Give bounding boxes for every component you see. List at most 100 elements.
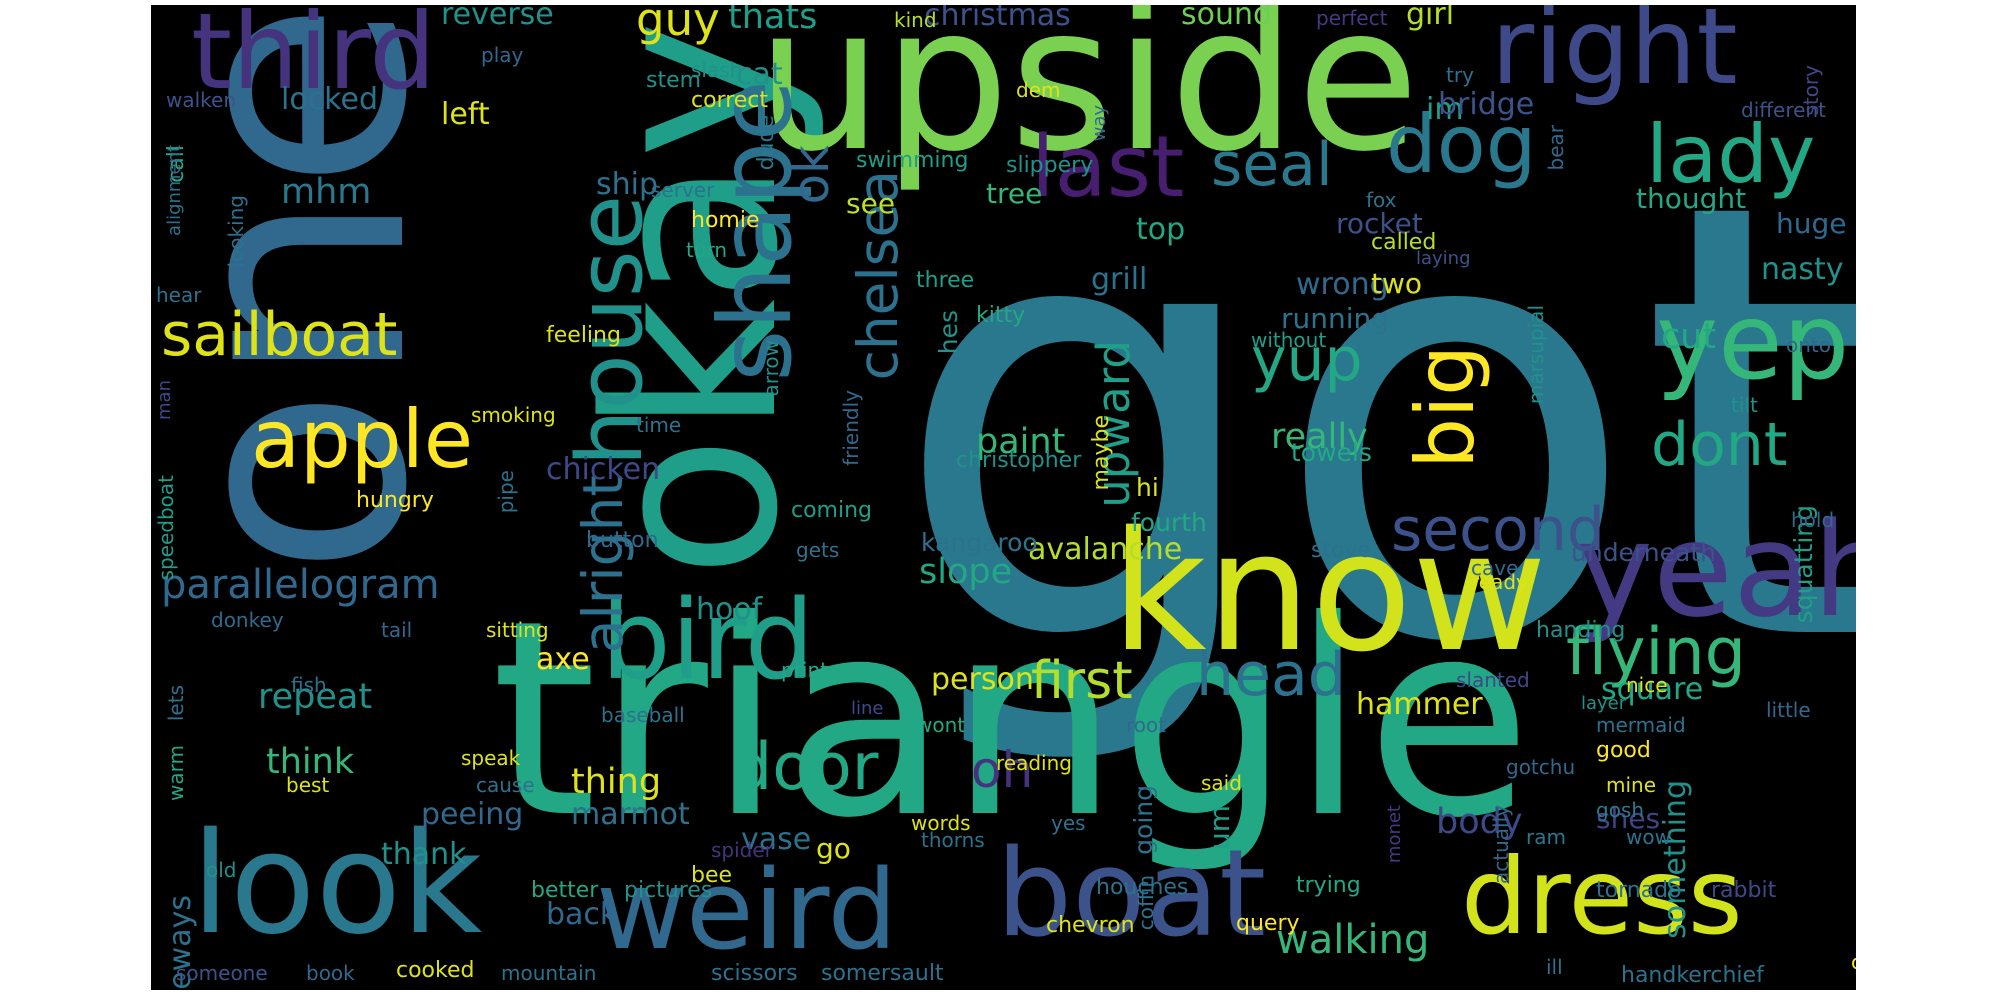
cloud-word: bear xyxy=(1544,125,1568,171)
cloud-word: walking xyxy=(1276,917,1430,963)
cloud-word: feeling xyxy=(546,323,621,348)
cloud-word: triangle xyxy=(491,562,1532,877)
cloud-word: person xyxy=(931,662,1034,697)
cloud-word: fox xyxy=(1366,188,1397,212)
cloud-word: third xyxy=(191,5,436,113)
cloud-word: back xyxy=(546,897,618,932)
cloud-word: boat xyxy=(996,825,1267,964)
cloud-word: dude xyxy=(754,115,779,171)
cloud-word: baseball xyxy=(601,703,685,727)
cloud-word: stem xyxy=(646,68,702,93)
cloud-word: cave xyxy=(1471,556,1519,580)
cloud-word: paint xyxy=(976,422,1066,462)
cloud-word: sitting xyxy=(486,618,549,642)
cloud-word: coming xyxy=(791,498,873,523)
cloud-word: scissors xyxy=(711,961,798,986)
cloud-word: maybe xyxy=(1089,415,1114,491)
cloud-word: repeat xyxy=(258,677,373,717)
cloud-word: kangaroo xyxy=(921,528,1038,557)
cloud-word: hoof xyxy=(696,592,763,627)
cloud-word: nasty xyxy=(1761,252,1844,287)
cloud-word: warm xyxy=(164,745,188,801)
cloud-word: door xyxy=(731,730,879,805)
cloud-word: girl xyxy=(1406,5,1455,32)
cloud-word: lets xyxy=(164,685,188,722)
cloud-word: grill xyxy=(1091,262,1148,297)
cloud-word: hi xyxy=(1136,473,1159,502)
cloud-word: play xyxy=(481,43,524,67)
cloud-word: reverse xyxy=(441,5,554,32)
cloud-word: axe xyxy=(536,642,590,677)
cloud-word: right xyxy=(1491,5,1738,108)
cloud-word: line xyxy=(851,698,884,719)
cloud-word: best xyxy=(286,773,330,797)
cloud-word: print xyxy=(781,658,828,682)
cloud-word: smoking xyxy=(471,403,556,427)
cloud-word: thats xyxy=(728,5,818,37)
cloud-word: bee xyxy=(691,863,733,888)
cloud-word: actually xyxy=(1489,805,1513,884)
cloud-word: christmas xyxy=(924,5,1071,33)
cloud-word: parallelogram xyxy=(161,562,440,608)
cloud-word: mermaid xyxy=(1596,713,1686,737)
cloud-word: huge xyxy=(1776,207,1847,240)
cloud-word: hold xyxy=(1791,508,1835,532)
cloud-word: dog xyxy=(1386,98,1537,191)
cloud-word: towels xyxy=(1291,438,1372,467)
cloud-word: locked xyxy=(281,82,378,117)
cloud-word: reading xyxy=(996,751,1072,775)
cloud-word: slanted xyxy=(1456,668,1530,692)
cloud-word: marsupial xyxy=(1524,305,1548,405)
cloud-word: christopher xyxy=(956,448,1082,473)
cloud-word: cause xyxy=(476,773,535,797)
cloud-word: gotchu xyxy=(1506,755,1576,779)
cloud-word: weird xyxy=(596,846,898,974)
cloud-word: old xyxy=(206,858,237,882)
cloud-word: stove xyxy=(1311,538,1372,563)
cloud-word: called xyxy=(1371,230,1437,255)
cloud-word: um xyxy=(1203,805,1236,851)
cloud-word: looking xyxy=(224,195,248,268)
cloud-word: arrow xyxy=(759,340,783,397)
cloud-word: yep xyxy=(1656,281,1850,403)
cloud-word: im xyxy=(1426,92,1464,127)
cloud-word: tree xyxy=(986,177,1043,210)
cloud-word: head xyxy=(1196,640,1346,710)
cloud-word: something xyxy=(1658,780,1693,939)
cloud-word: thorns xyxy=(921,828,985,852)
cloud-word: hungry xyxy=(356,488,434,513)
cloud-word: running xyxy=(1281,302,1390,335)
cloud-word: ram xyxy=(1526,825,1566,849)
cloud-word: trying xyxy=(1296,873,1361,898)
cloud-word: hes xyxy=(934,310,963,355)
cloud-word: go xyxy=(816,832,851,865)
cloud-word: laying xyxy=(1416,248,1471,269)
cloud-word: thought xyxy=(1636,182,1747,215)
cloud-word: upside xyxy=(756,5,1420,196)
cloud-word: book xyxy=(306,961,355,985)
cloud-word: vase xyxy=(741,822,812,857)
cloud-word: lady xyxy=(1646,108,1816,201)
cloud-word: handing xyxy=(1536,618,1626,643)
cloud-word: flying xyxy=(1566,615,1746,690)
cloud-word: words xyxy=(911,811,971,835)
cloud-word: seal xyxy=(1211,130,1333,200)
cloud-word: slash xyxy=(691,58,743,82)
cloud-word: hear xyxy=(156,283,202,307)
cloud-word: wow xyxy=(1626,825,1671,849)
cloud-word: ready xyxy=(1471,570,1528,594)
cloud-word: correct xyxy=(691,88,769,113)
cloud-word: underneath xyxy=(1571,538,1716,567)
cloud-word: fish xyxy=(291,673,327,697)
cloud-word: ok xyxy=(782,145,840,205)
cloud-word: rocket xyxy=(1336,207,1423,240)
cloud-word: two xyxy=(1371,267,1423,300)
cloud-word: spider xyxy=(711,838,773,862)
cloud-word: cars xyxy=(1851,952,1856,972)
cloud-word: onto xyxy=(1786,333,1831,357)
cloud-word: slope xyxy=(919,552,1013,592)
cloud-word: rabbit xyxy=(1711,878,1777,903)
cloud-word: perfect xyxy=(1316,6,1388,30)
cloud-word: monet xyxy=(1384,805,1405,864)
cloud-word: server xyxy=(651,178,715,202)
